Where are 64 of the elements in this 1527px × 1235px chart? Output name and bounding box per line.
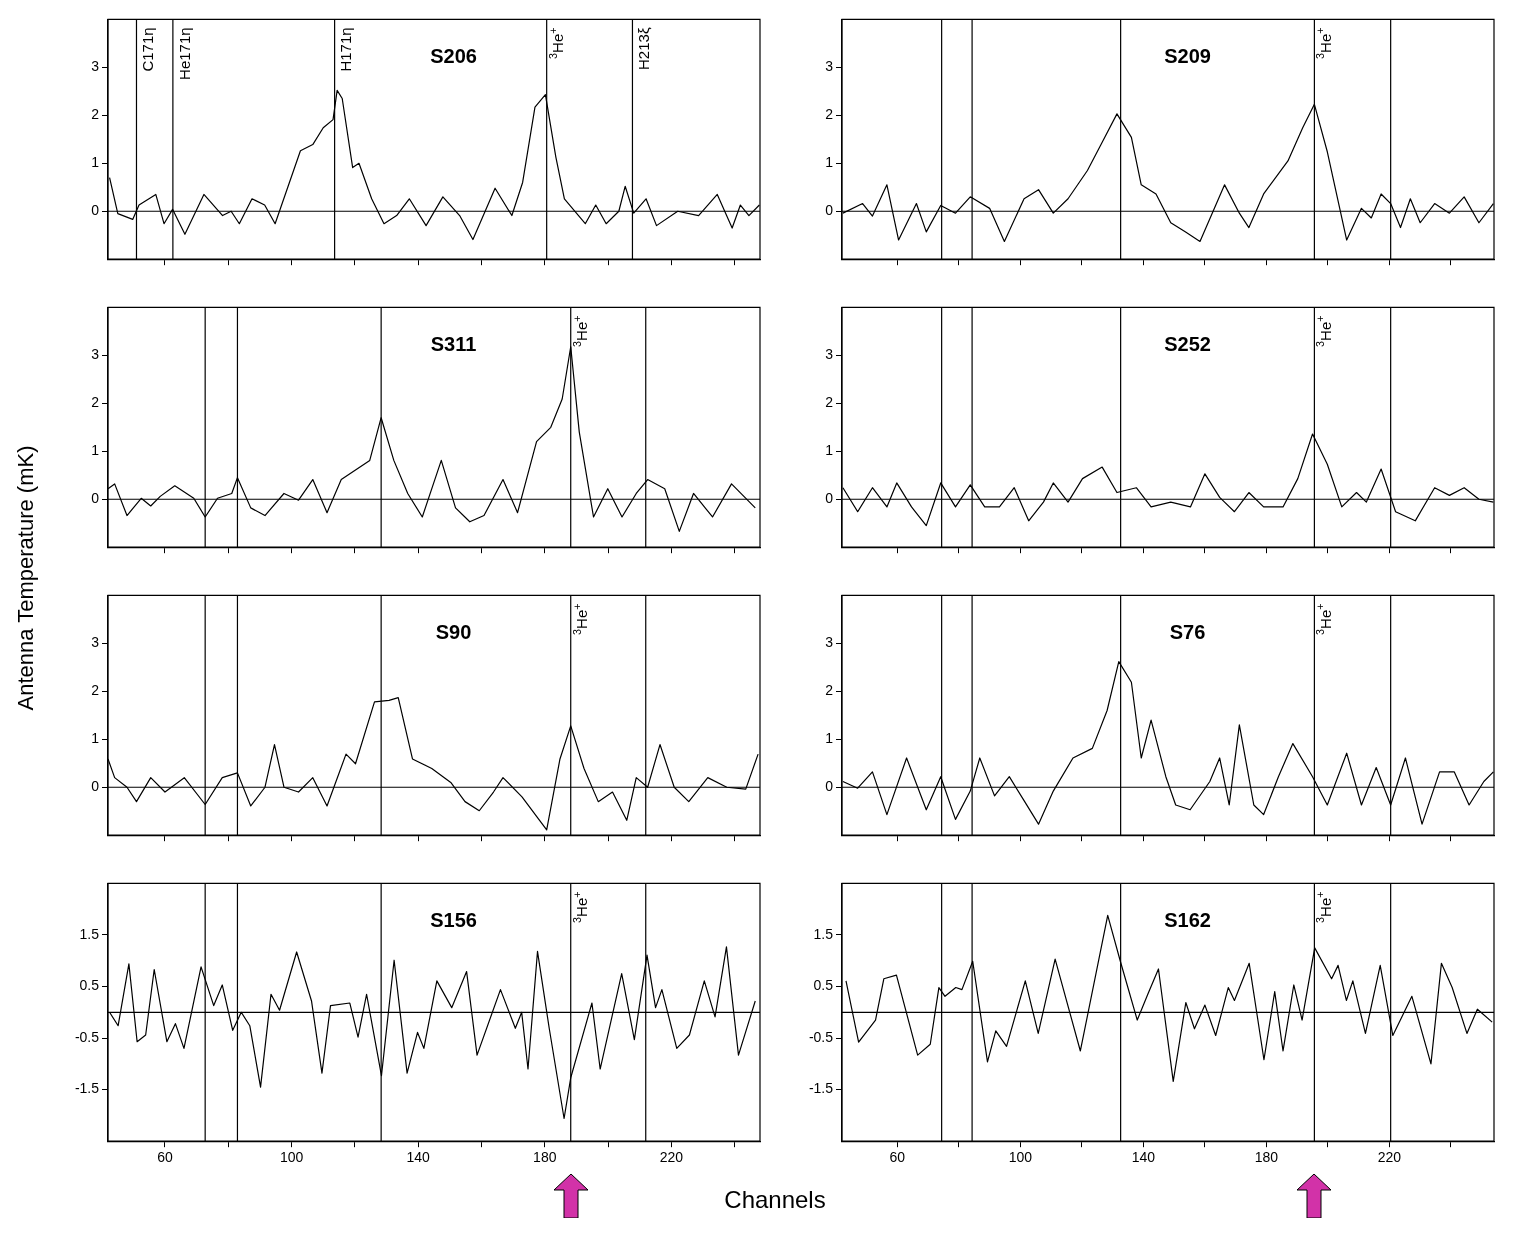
y-tick-label: 3 <box>825 58 834 75</box>
ref-line-label: 3He+ <box>1314 603 1335 635</box>
y-tick-label: -0.5 <box>74 1028 100 1045</box>
y-tick-label: 0 <box>825 778 834 795</box>
y-tick-label: 3 <box>825 346 834 363</box>
y-tick-label: 0.5 <box>813 977 834 994</box>
y-tick-label: 3 <box>91 634 100 651</box>
y-tick-label: 2 <box>825 682 834 699</box>
y-tick-label: 2 <box>91 682 100 699</box>
text: S90 <box>435 620 472 643</box>
y-tick-label: 2 <box>825 106 834 123</box>
y-tick-label: 0 <box>91 778 100 795</box>
ref-line-label: 3He+ <box>1314 315 1335 347</box>
ref-line-label: 3He+ <box>570 891 591 923</box>
x-tick-label: 180 <box>1254 1149 1279 1166</box>
x-tick-label: 140 <box>1131 1149 1156 1166</box>
x-tick-label: 220 <box>1377 1149 1402 1166</box>
y-tick-label: 0 <box>91 490 100 507</box>
ref-line-label: C171η <box>139 27 157 72</box>
y-tick-label: 1 <box>825 154 834 171</box>
y-tick-label: -1.5 <box>74 1080 100 1097</box>
y-tick-label: 2 <box>825 394 834 411</box>
ref-line-label: 3He+ <box>570 315 591 347</box>
y-tick-label: -1.5 <box>808 1080 834 1097</box>
ref-line-label: 3He+ <box>570 603 591 635</box>
ref-line-label: H171η <box>337 27 355 72</box>
y-tick-label: -0.5 <box>808 1028 834 1045</box>
x-tick-label: 220 <box>659 1149 684 1166</box>
y-tick-label: 3 <box>825 634 834 651</box>
x-tick-label: 140 <box>406 1149 431 1166</box>
y-tick-label: 1.5 <box>79 925 100 942</box>
text: S311 <box>430 332 477 355</box>
y-tick-label: 1 <box>91 730 100 747</box>
x-tick-label: 100 <box>1008 1149 1033 1166</box>
y-tick-label: 1 <box>825 730 834 747</box>
text: S156 <box>430 908 477 931</box>
y-tick-label: 3 <box>91 346 100 363</box>
y-tick-label: 1 <box>91 442 100 459</box>
x-tick-label: 180 <box>533 1149 557 1166</box>
y-tick-label: 0 <box>825 202 834 219</box>
y-tick-label: 1 <box>825 442 834 459</box>
y-tick-label: 1 <box>91 154 100 171</box>
ref-line-label: He171η <box>175 27 193 80</box>
text: S206 <box>430 44 477 67</box>
y-tick-label: 2 <box>91 106 100 123</box>
text: S162 <box>1164 908 1211 931</box>
x-tick-label: 60 <box>157 1149 173 1166</box>
ref-line-label: H213ξ <box>635 27 653 70</box>
y-tick-label: 2 <box>91 394 100 411</box>
text: S76 <box>1169 620 1206 643</box>
ref-line-label: 3He+ <box>1314 891 1335 923</box>
text: S252 <box>1164 332 1211 355</box>
y-tick-label: 1.5 <box>813 925 834 942</box>
x-tick-label: 100 <box>279 1149 304 1166</box>
y-tick-label: 0 <box>825 490 834 507</box>
y-tick-label: 3 <box>91 58 100 75</box>
y-axis-title: Antenna Temperature (mK) <box>13 445 39 711</box>
y-tick-label: 0 <box>91 202 100 219</box>
x-axis-title: Channels <box>724 1186 826 1213</box>
ref-line-label: 3He+ <box>546 27 567 59</box>
ref-line-label: 3He+ <box>1314 27 1335 59</box>
y-tick-label: 0.5 <box>79 977 100 994</box>
x-tick-label: 60 <box>889 1149 906 1166</box>
text: S209 <box>1164 44 1211 67</box>
